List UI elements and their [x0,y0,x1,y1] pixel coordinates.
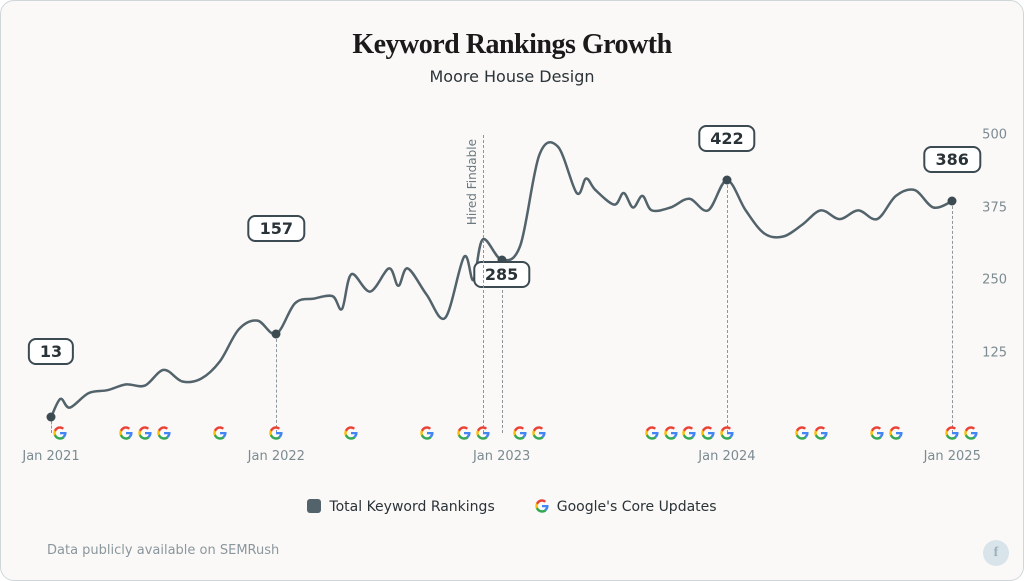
callout-value: 386 [924,146,981,173]
footnote: Data publicly available on SEMRush [47,543,279,558]
google-icon [945,426,959,440]
callout-value: 422 [698,125,755,152]
google-icon [964,426,978,440]
google-icon [513,426,527,440]
google-icon [138,426,152,440]
google-icon [720,426,734,440]
google-icon [476,426,490,440]
x-tick: Jan 2024 [698,449,755,464]
chart-subtitle: Moore House Design [47,67,977,86]
chart-title: Keyword Rankings Growth [47,29,977,61]
google-icon [814,426,828,440]
x-tick: Jan 2021 [22,449,79,464]
google-icon [457,426,471,440]
google-icon [664,426,678,440]
brand-badge: f [983,540,1009,566]
annotation-line [483,135,484,433]
data-point [47,413,56,422]
google-icon [701,426,715,440]
google-icon [420,426,434,440]
legend: Total Keyword Rankings Google's Core Upd… [1,499,1023,515]
callout-line [727,180,728,433]
google-icon [119,426,133,440]
google-icon [682,426,696,440]
callout-line [952,201,953,433]
callout-value: 285 [473,261,530,288]
x-tick: Jan 2022 [248,449,305,464]
y-tick: 375 [982,200,1007,215]
google-icon [870,426,884,440]
data-point [272,329,281,338]
google-icon [344,426,358,440]
data-point [722,176,731,185]
google-icon [535,499,549,513]
google-icon [213,426,227,440]
y-tick: 250 [982,273,1007,288]
google-icon [53,426,67,440]
google-icon [889,426,903,440]
google-icon [269,426,283,440]
x-tick: Jan 2023 [473,449,530,464]
x-tick: Jan 2025 [924,449,981,464]
google-icon [157,426,171,440]
y-tick: 125 [982,345,1007,360]
callout-value: 13 [28,338,74,365]
annotation-label: Hired Findable [465,139,479,225]
y-tick: 500 [982,128,1007,143]
google-icon [532,426,546,440]
data-point [948,197,957,206]
legend-item-rankings: Total Keyword Rankings [307,499,494,515]
chart-card: Keyword Rankings Growth Moore House Desi… [0,0,1024,581]
callout-line [276,334,277,433]
google-icon [645,426,659,440]
legend-swatch [307,499,321,513]
legend-item-google: Google's Core Updates [535,499,717,515]
google-icon [795,426,809,440]
callout-value: 157 [248,215,305,242]
